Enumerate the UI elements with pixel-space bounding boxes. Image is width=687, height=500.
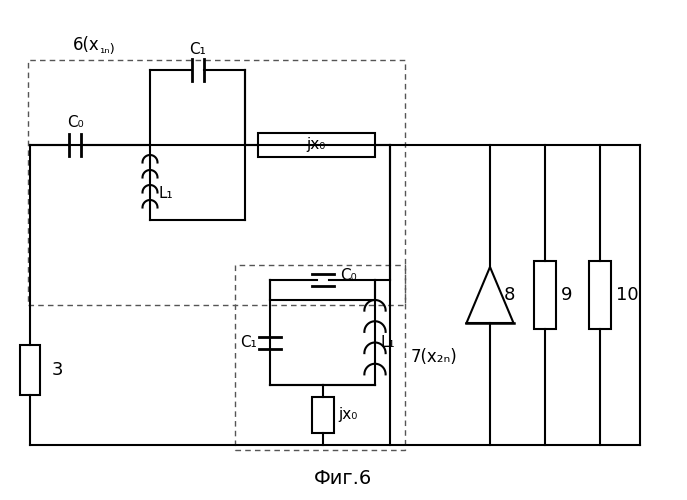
Text: 6(x: 6(x bbox=[73, 36, 100, 54]
Text: 9: 9 bbox=[561, 286, 572, 304]
Bar bbox=[20, 345, 40, 395]
Bar bbox=[534, 261, 556, 329]
Bar bbox=[235, 265, 405, 450]
Text: C₀: C₀ bbox=[67, 115, 83, 130]
Text: 10: 10 bbox=[616, 286, 639, 304]
Text: 3: 3 bbox=[52, 361, 63, 379]
Text: jx₀: jx₀ bbox=[339, 408, 358, 422]
Bar bbox=[311, 397, 333, 433]
Bar bbox=[28, 60, 405, 305]
Text: 7(x₂ₙ): 7(x₂ₙ) bbox=[411, 348, 458, 366]
Bar bbox=[258, 133, 375, 157]
Text: C₁: C₁ bbox=[189, 42, 206, 57]
Text: 8: 8 bbox=[504, 286, 515, 304]
Text: jx₀: jx₀ bbox=[307, 138, 326, 152]
Text: L₁: L₁ bbox=[158, 186, 172, 200]
Text: C₁: C₁ bbox=[240, 335, 257, 350]
Text: ₁ₙ): ₁ₙ) bbox=[99, 43, 115, 56]
Text: L₁: L₁ bbox=[381, 335, 396, 350]
Text: C₀: C₀ bbox=[341, 268, 357, 283]
Bar bbox=[589, 261, 611, 329]
Text: Фиг.6: Фиг.6 bbox=[314, 469, 372, 488]
